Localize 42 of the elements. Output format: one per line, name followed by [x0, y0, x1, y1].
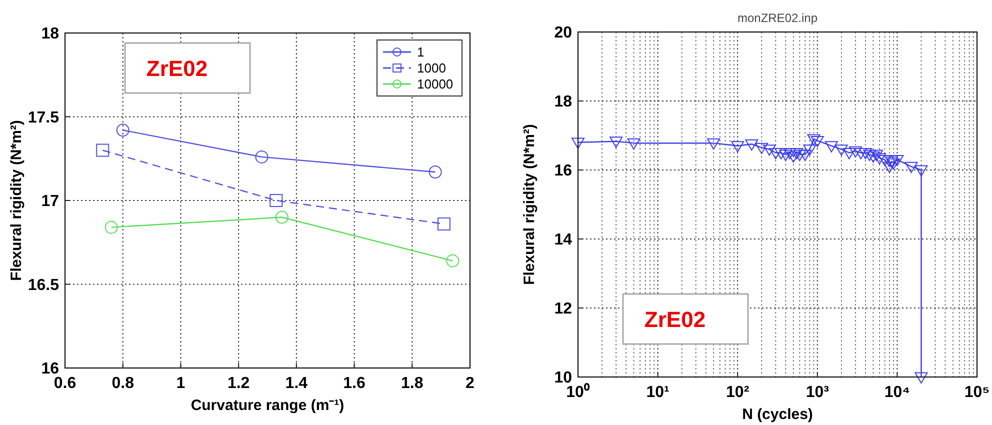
x-tick-label: 1.4: [285, 375, 308, 392]
legend-label: 10000: [417, 76, 454, 92]
point: [428, 166, 442, 179]
y-tick-label: 16: [41, 360, 60, 378]
x-tick-label: 10³: [806, 384, 829, 401]
x-tick-label: 0.8: [112, 375, 134, 392]
legend-label: 1000: [417, 60, 446, 76]
x-tick-label: 1: [176, 375, 186, 392]
x-tick-label: 1.2: [227, 375, 250, 392]
chart-title: monZRE02.inp: [737, 11, 818, 25]
x-axis-title: N (cycles): [742, 406, 813, 423]
x-tick-label: 10⁵: [964, 384, 990, 401]
y-tick-label: 17.5: [28, 109, 60, 126]
annotation: ZrE02: [644, 307, 706, 332]
y-tick-label: 18: [554, 94, 572, 111]
x-tick-label: 2: [466, 375, 475, 392]
point: [275, 210, 288, 224]
x-tick-label: 1.6: [343, 375, 366, 392]
y-tick-label: 16.5: [28, 276, 60, 294]
y-tick-label: 12: [554, 300, 572, 318]
y-axis-title: Flexural rigidity (N*m²): [8, 120, 25, 281]
y-tick-label: 14: [554, 232, 572, 249]
y-axis-title: Flexural rigidity (N*m²): [521, 124, 538, 285]
point: [96, 144, 110, 157]
point: [270, 194, 283, 207]
point: [104, 220, 118, 234]
x-tick-label: 10⁴: [884, 384, 910, 401]
x-tick-label: 0.6: [54, 375, 76, 392]
point: [437, 217, 450, 230]
point: [255, 150, 268, 164]
x-tick-label: 1.8: [401, 375, 424, 392]
legend-label: 1: [417, 44, 424, 60]
point: [446, 254, 460, 268]
y-tick-label: 18: [41, 26, 60, 43]
x-axis-title: Curvature range (m⁻¹): [190, 397, 344, 414]
point: [116, 124, 130, 137]
x-tick-label: 10²: [726, 384, 750, 401]
y-tick-label: 16: [554, 162, 572, 180]
annotation: ZrE02: [146, 56, 208, 81]
x-tick-label: 10¹: [646, 384, 670, 401]
y-tick-label: 20: [554, 24, 572, 42]
y-tick-label: 17: [41, 193, 60, 210]
